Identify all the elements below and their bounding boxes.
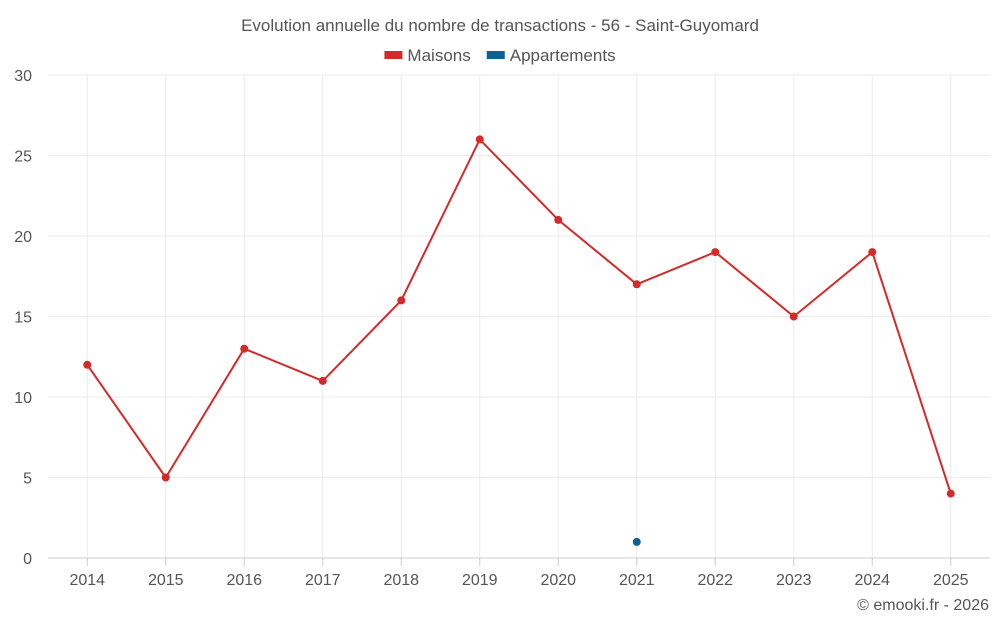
data-point[interactable] xyxy=(946,489,955,498)
legend-label: Maisons xyxy=(407,46,470,65)
x-tick-label: 2016 xyxy=(226,572,262,589)
data-point[interactable] xyxy=(318,376,327,385)
legend-item-appartements[interactable]: Appartements xyxy=(486,46,616,65)
y-tick-label: 5 xyxy=(23,471,32,488)
grid xyxy=(48,74,990,558)
y-tick-label: 30 xyxy=(14,68,32,85)
legend-item-maisons[interactable]: Maisons xyxy=(384,46,471,65)
legend-label: Appartements xyxy=(510,46,616,65)
legend-swatch xyxy=(384,51,403,59)
x-tick-label: 2021 xyxy=(619,572,655,589)
data-point[interactable] xyxy=(711,248,720,257)
x-tick-label: 2015 xyxy=(148,572,184,589)
y-tick-label: 15 xyxy=(14,310,32,327)
data-point[interactable] xyxy=(868,248,877,257)
data-point[interactable] xyxy=(240,344,249,353)
data-point[interactable] xyxy=(789,312,798,321)
series-maisons xyxy=(83,135,955,498)
data-point[interactable] xyxy=(632,537,641,546)
data-point[interactable] xyxy=(83,360,92,369)
chart-title: Evolution annuelle du nombre de transact… xyxy=(241,16,759,35)
x-tick-label: 2014 xyxy=(69,572,105,589)
x-tick-label: 2023 xyxy=(776,572,812,589)
series-layer xyxy=(83,135,955,546)
y-tick-label: 10 xyxy=(14,390,32,407)
series-line-maisons xyxy=(86,138,952,494)
series-appartements xyxy=(632,537,641,546)
x-tick-label: 2020 xyxy=(540,572,576,589)
data-point[interactable] xyxy=(554,215,563,224)
data-point[interactable] xyxy=(161,473,170,482)
x-tick-label: 2024 xyxy=(854,572,890,589)
legend-swatch xyxy=(486,51,505,59)
y-tick-label: 20 xyxy=(14,229,32,246)
x-tick-label: 2017 xyxy=(305,572,341,589)
x-tick-label: 2019 xyxy=(462,572,498,589)
x-tick-label: 2025 xyxy=(933,572,969,589)
y-tick-label: 25 xyxy=(14,149,32,166)
data-point[interactable] xyxy=(475,135,484,144)
data-point[interactable] xyxy=(397,296,406,305)
x-tick-label: 2018 xyxy=(383,572,419,589)
legend[interactable]: Maisons Appartements xyxy=(384,46,616,65)
credit-text: © emooki.fr - 2026 xyxy=(857,597,989,614)
y-tick-label: 0 xyxy=(23,551,32,568)
x-tick-label: 2022 xyxy=(697,572,733,589)
data-point[interactable] xyxy=(632,280,641,289)
